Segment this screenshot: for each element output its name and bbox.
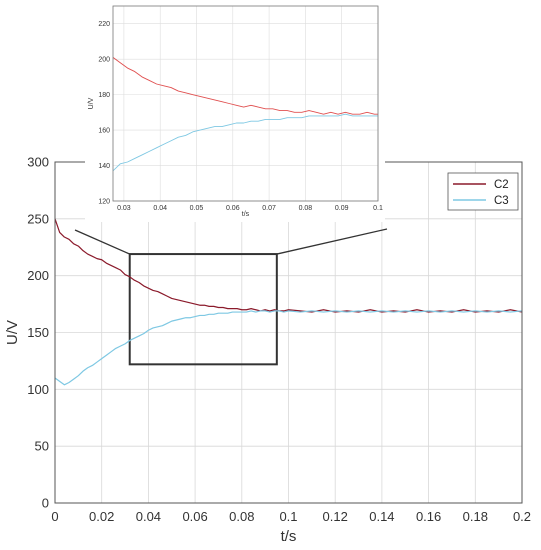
series-line-c2 xyxy=(113,57,378,115)
x-tick-label: 0.1 xyxy=(279,509,297,524)
x-tick-label: 0.18 xyxy=(463,509,488,524)
zoom-region xyxy=(128,253,278,366)
x-tick-label: 0.04 xyxy=(153,205,167,212)
main-y-ticks: 0 50 100 150 200 250 300 xyxy=(27,155,49,511)
x-tick-label: 0.04 xyxy=(136,509,161,524)
y-tick-label: 0 xyxy=(42,496,49,511)
zoom-connectors xyxy=(74,228,388,255)
inset-axes-frame xyxy=(112,5,379,202)
y-tick-label: 120 xyxy=(98,198,110,205)
series-line-c3 xyxy=(55,310,522,386)
x-tick-label: 0.03 xyxy=(117,205,131,212)
inset-background xyxy=(85,0,385,222)
inset-chart: 0.03 0.04 0.05 0.06 0.07 0.08 0.09 0.1 120 140 16… xyxy=(85,0,385,222)
main-x-ticks: 0 0.02 0.04 0.06 0.08 0.1 0.12 0.14 0.16 0.18 0.2 xyxy=(51,509,531,524)
connector-line-right xyxy=(276,228,388,255)
x-tick-label: 0.08 xyxy=(229,509,254,524)
x-tick-label: 0.07 xyxy=(262,205,276,212)
y-tick-label: 140 xyxy=(98,163,110,170)
x-tick-label: 0.1 xyxy=(373,205,383,212)
x-tick-label: 0.16 xyxy=(416,509,441,524)
legend-box xyxy=(447,172,519,211)
x-tick-label: 0.05 xyxy=(190,205,204,212)
main-series xyxy=(55,218,522,386)
inset-series xyxy=(113,57,378,172)
y-tick-label: 220 xyxy=(98,21,110,28)
y-tick-label: 300 xyxy=(27,155,49,170)
y-tick-label: 200 xyxy=(27,268,49,283)
x-tick-label: 0.06 xyxy=(226,205,240,212)
y-tick-label: 100 xyxy=(27,382,49,397)
x-tick-label: 0.08 xyxy=(299,205,313,212)
main-y-axis-label: U/V xyxy=(4,320,21,345)
legend-label-c3: C3 xyxy=(494,195,509,207)
y-tick-label: 50 xyxy=(35,439,49,454)
legend-label-c2: C2 xyxy=(494,179,509,191)
x-tick-label: 0.2 xyxy=(513,509,531,524)
inset-x-ticks: 0.03 0.04 0.05 0.06 0.07 0.08 0.09 0.1 xyxy=(117,205,383,212)
connector-line-left xyxy=(74,229,130,255)
y-tick-label: 160 xyxy=(98,128,110,135)
x-tick-label: 0.06 xyxy=(182,509,207,524)
y-tick-label: 150 xyxy=(27,325,49,340)
x-tick-label: 0.12 xyxy=(323,509,348,524)
y-tick-label: 200 xyxy=(98,57,110,64)
y-tick-label: 180 xyxy=(98,92,110,99)
series-line-c3 xyxy=(113,113,378,172)
zoom-box xyxy=(128,253,278,366)
main-x-axis-label: t/s xyxy=(281,528,297,545)
inset-y-axis-label: U/V xyxy=(88,97,95,109)
x-tick-label: 0.09 xyxy=(335,205,349,212)
y-tick-label: 250 xyxy=(27,211,49,226)
x-tick-label: 0.14 xyxy=(369,509,394,524)
inset-y-ticks: 120 140 160 180 200 220 xyxy=(98,21,110,205)
x-tick-label: 0 xyxy=(51,509,58,524)
x-tick-label: 0.02 xyxy=(89,509,114,524)
inset-x-axis-label: t/s xyxy=(242,211,250,218)
